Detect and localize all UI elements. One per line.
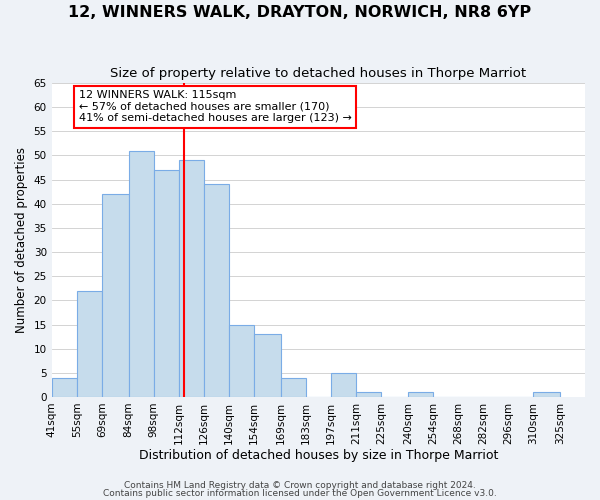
Bar bbox=[229, 324, 254, 397]
Bar bbox=[102, 194, 128, 397]
Bar bbox=[154, 170, 179, 397]
X-axis label: Distribution of detached houses by size in Thorpe Marriot: Distribution of detached houses by size … bbox=[139, 450, 498, 462]
Y-axis label: Number of detached properties: Number of detached properties bbox=[15, 147, 28, 333]
Text: Contains public sector information licensed under the Open Government Licence v3: Contains public sector information licen… bbox=[103, 488, 497, 498]
Title: Size of property relative to detached houses in Thorpe Marriot: Size of property relative to detached ho… bbox=[110, 68, 526, 80]
Bar bbox=[179, 160, 204, 397]
Bar bbox=[281, 378, 306, 397]
Text: 12 WINNERS WALK: 115sqm
← 57% of detached houses are smaller (170)
41% of semi-d: 12 WINNERS WALK: 115sqm ← 57% of detache… bbox=[79, 90, 352, 124]
Bar bbox=[204, 184, 229, 397]
Bar bbox=[331, 373, 356, 397]
Bar bbox=[52, 378, 77, 397]
Bar bbox=[128, 150, 154, 397]
Text: 12, WINNERS WALK, DRAYTON, NORWICH, NR8 6YP: 12, WINNERS WALK, DRAYTON, NORWICH, NR8 … bbox=[68, 5, 532, 20]
Bar bbox=[533, 392, 560, 397]
Text: Contains HM Land Registry data © Crown copyright and database right 2024.: Contains HM Land Registry data © Crown c… bbox=[124, 481, 476, 490]
Bar bbox=[77, 290, 102, 397]
Bar bbox=[356, 392, 381, 397]
Bar bbox=[254, 334, 281, 397]
Bar bbox=[408, 392, 433, 397]
